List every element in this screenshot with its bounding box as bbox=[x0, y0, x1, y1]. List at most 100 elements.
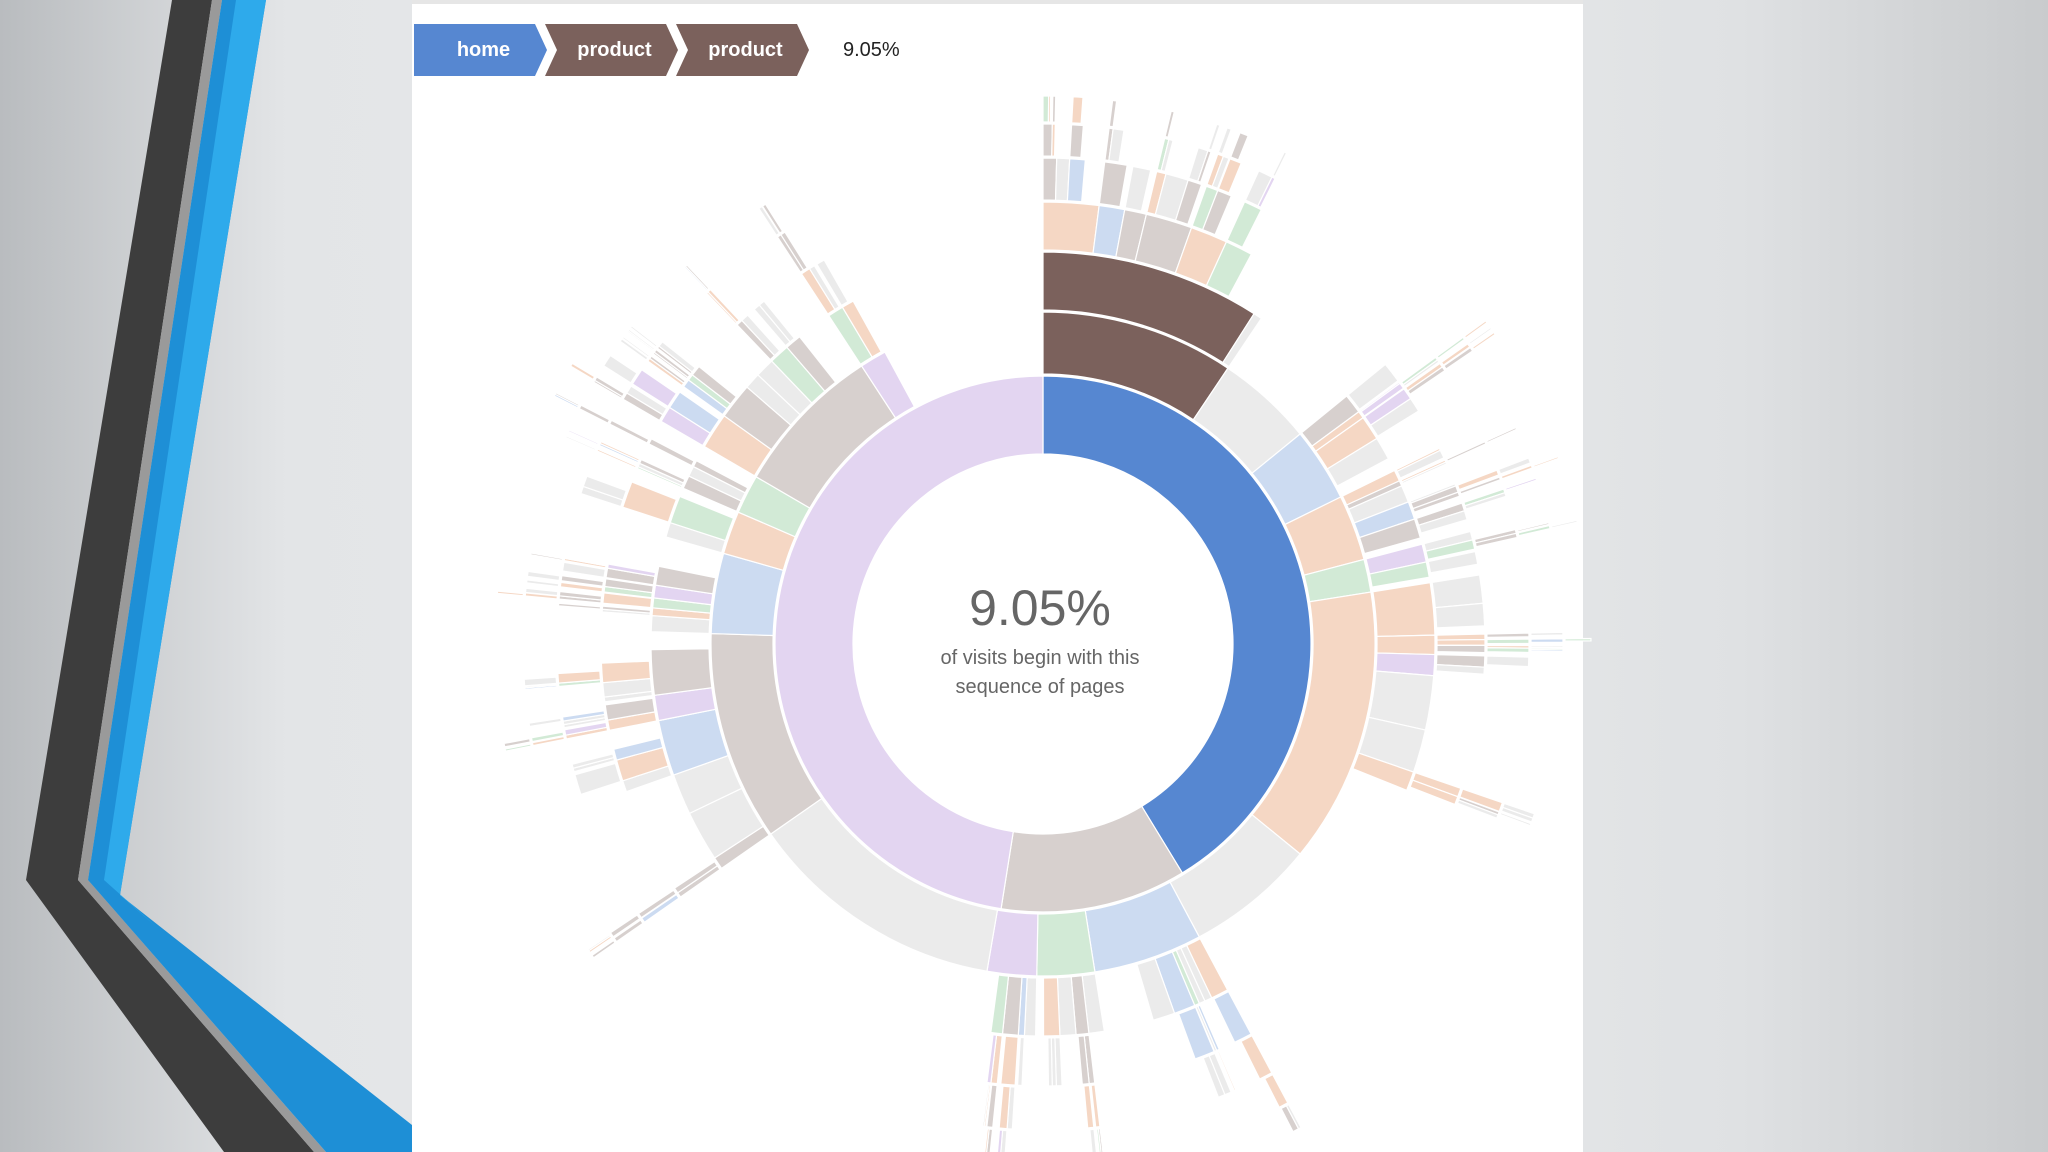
sunburst-arc-depth-4-d2-4-0-1[interactable] bbox=[1425, 539, 1476, 561]
sunburst-arc-depth-6-d2-7-0-0-0-0[interactable] bbox=[1263, 1073, 1289, 1109]
sunburst-arc-depth-4-d2-12-2-0[interactable] bbox=[602, 592, 653, 609]
sunburst-arc-depth-3-d2-12-4[interactable] bbox=[654, 565, 717, 595]
breadcrumb-item-product-1[interactable]: product bbox=[545, 24, 678, 76]
sunburst-arc-depth-6-d2-3-4-0-0-1[interactable] bbox=[1505, 479, 1538, 493]
sunburst-arc-depth-6-d2-11-0-1-0-0[interactable] bbox=[609, 914, 641, 938]
sunburst-arc-depth-5-d2-11-3-1-0[interactable] bbox=[574, 762, 622, 796]
sunburst-arc-depth-5-d2-8-1-0-0[interactable] bbox=[1090, 1084, 1101, 1128]
sunburst-arc-depth-4-d2-9-2-0[interactable] bbox=[1000, 1035, 1019, 1086]
sunburst-arc-depth-3-d2-3-4[interactable] bbox=[1358, 518, 1422, 555]
sunburst-arc-depth-6-d2-5-1-2-1-1[interactable] bbox=[1530, 648, 1564, 653]
sunburst-arc-depth-5-d2-8-1-1-0[interactable] bbox=[1083, 1084, 1095, 1129]
sunburst-arc-depth-4-d2-12-1-1[interactable] bbox=[601, 605, 652, 614]
sunburst-arc-depth-6-d2-15-4-0-1-1[interactable] bbox=[684, 264, 710, 291]
sunburst-arc-depth-6-sel-3-2-1[interactable] bbox=[1197, 150, 1212, 183]
sunburst-arc-depth-5-d2-7-4-0-1[interactable] bbox=[1202, 1054, 1226, 1099]
sunburst-arc-depth-5-d2-12-4-0-0[interactable] bbox=[561, 561, 607, 579]
sunburst-arc-depth-5-sel-5-0[interactable] bbox=[1226, 201, 1263, 249]
sunburst-arc-depth-7-d2-3-3-2-0-0-1[interactable] bbox=[1532, 455, 1560, 468]
sunburst-arc-depth-5-sel-2-0[interactable] bbox=[1124, 165, 1152, 212]
sunburst-arc-depth-7-sel-5-0-1-0[interactable] bbox=[1272, 151, 1288, 178]
sunburst-arc-depth-6-sel-5-0-1[interactable] bbox=[1257, 176, 1276, 209]
sunburst-arc-depth-7-d2-2-1-1-0-0-0[interactable] bbox=[1463, 319, 1488, 339]
sunburst-arc-depth-6-sel-1-0-1[interactable] bbox=[1108, 128, 1125, 163]
sunburst-arc-depth-4-d2-5-0-0[interactable] bbox=[1431, 574, 1484, 609]
sunburst-arc-depth-3-d2-4-1[interactable] bbox=[1368, 561, 1430, 588]
sunburst-arc-depth-4-d2-11-4-1[interactable] bbox=[604, 697, 656, 721]
breadcrumb-item-product-2[interactable]: product bbox=[676, 24, 809, 76]
sunburst-arc-depth-6-sel-3-0-1[interactable] bbox=[1160, 138, 1174, 173]
sunburst-arc-depth-6-d2-5-1-0-0-0[interactable] bbox=[1530, 631, 1564, 637]
sunburst-arc-depth-6-d2-2-1-1-0-0[interactable] bbox=[1436, 336, 1466, 359]
sunburst-arc-depth-6-d2-11-5-2-1-0[interactable] bbox=[523, 676, 558, 687]
sunburst-arc-depth-5-sel-3-2[interactable] bbox=[1174, 179, 1203, 226]
sunburst-arc-depth-6-d2-15-1-1-1-1[interactable] bbox=[627, 328, 656, 351]
sunburst-arc-depth-3-d2-9-3[interactable] bbox=[990, 974, 1010, 1035]
sunburst-arc-depth-4-d2-4-1-0[interactable] bbox=[1427, 550, 1479, 574]
sunburst-arc-depth-7-sel-4-0-0-0[interactable] bbox=[1217, 127, 1232, 155]
sunburst-arc-depth-4-d2-8-3-2[interactable] bbox=[1047, 1037, 1053, 1087]
sunburst-arc-depth-7-sel-3-2-1-0[interactable] bbox=[1207, 123, 1221, 151]
sunburst-arc-depth-5-d2-7-0-0-0[interactable] bbox=[1240, 1034, 1273, 1080]
sunburst-arc-depth-4-d2-3-3-2[interactable] bbox=[1412, 491, 1461, 513]
sunburst-arc-depth-4-d2-7-0-0[interactable] bbox=[1213, 990, 1252, 1044]
sunburst-arc-depth-1-home-0[interactable] bbox=[1042, 375, 1312, 874]
sunburst-arc-depth-3-d2-15-5[interactable] bbox=[786, 335, 837, 392]
sunburst-arc-depth-6-d2-14-0-0-0-0[interactable] bbox=[564, 435, 597, 451]
sunburst-arc-depth-6-d2-4-0-1-0-1[interactable] bbox=[1516, 521, 1550, 533]
sunburst-arc-depth-3-d2-13-1[interactable] bbox=[669, 495, 735, 542]
sunburst-arc-depth-6-d2-8-1-0-0-1[interactable] bbox=[1096, 1128, 1102, 1152]
sunburst-arc-depth-4-d2-11-3-2[interactable] bbox=[613, 737, 664, 761]
sunburst-arc-depth-5-d2-4-0-1-1[interactable] bbox=[1474, 532, 1518, 548]
sunburst-arc-depth-5-d2-12-4-1-1[interactable] bbox=[563, 556, 607, 567]
sunburst-arc-depth-4-d2-12-3-1[interactable] bbox=[604, 578, 654, 594]
sunburst-arc-depth-3-d2-7-5[interactable] bbox=[1136, 957, 1176, 1021]
sunburst-arc-depth-7-d2-5-1-1-0-0-0[interactable] bbox=[1564, 637, 1592, 642]
sunburst-arc-depth-7-d2-12-2-0-0-0-0[interactable] bbox=[496, 590, 525, 597]
sunburst-arc-depth-6-d2-5-5-1-0-0[interactable] bbox=[1499, 811, 1532, 827]
sunburst-arc-depth-5-d2-11-4-0-1[interactable] bbox=[563, 721, 608, 736]
sunburst-arc-depth-7-d2-2-2-0-0-0-1[interactable] bbox=[1469, 328, 1493, 346]
sunburst-arc-depth-4-d2-5-2-1[interactable] bbox=[1435, 664, 1486, 675]
sunburst-arc-depth-4-d2-5-0-1[interactable] bbox=[1434, 602, 1486, 629]
sunburst-arc-depth-5-sel-1-0[interactable] bbox=[1098, 161, 1128, 208]
sunburst-arc-depth-4-d2-15-1-2[interactable] bbox=[691, 365, 738, 405]
sunburst-arc-depth-5-d2-11-0-1-0[interactable] bbox=[637, 889, 677, 919]
sunburst-arc-depth-6-d2-3-3-1-0-0[interactable] bbox=[1497, 457, 1532, 475]
sunburst-arc-depth-6-d2-12-3-1-0-0[interactable] bbox=[526, 570, 561, 582]
sunburst-arc-depth-6-d2-4-0-1-1-0[interactable] bbox=[1517, 524, 1551, 537]
sunburst-arc-depth-4-sel-5[interactable] bbox=[1205, 241, 1253, 298]
sunburst-arc-depth-5-d2-3-0-0-1[interactable] bbox=[1440, 428, 1481, 450]
sunburst-arc-depth-5-d2-3-1-0-0[interactable] bbox=[1445, 440, 1487, 462]
sunburst-arc-depth-4-d2-9-3-1[interactable] bbox=[986, 1034, 998, 1084]
sunburst-arc-depth-7-d2-2-2-0-1-0-1[interactable] bbox=[1471, 331, 1497, 350]
sunburst-arc-depth-5-d2-2-2-0-1[interactable] bbox=[1406, 366, 1446, 396]
sunburst-arc-depth-6-d2-5-1-2-0-0[interactable] bbox=[1530, 644, 1564, 648]
sunburst-arc-depth-6-sel-0-0-0[interactable] bbox=[1042, 123, 1053, 157]
sunburst-arc-depth-7-sel-0-0-0-0[interactable] bbox=[1042, 95, 1050, 123]
sunburst-arc-depth-5-d2-16-0-0-1[interactable] bbox=[780, 231, 809, 271]
sunburst-arc-depth-4-d2-9-1-0[interactable] bbox=[1016, 1036, 1025, 1087]
sunburst-arc-depth-6-sel-0-0-1[interactable] bbox=[1051, 123, 1056, 157]
sunburst-arc-depth-6-d2-12-3-0-0-0[interactable] bbox=[525, 579, 560, 588]
sunburst-arc-depth-7-d2-11-0-0-0-0-0[interactable] bbox=[591, 939, 616, 959]
sunburst-arc-depth-6-d2-12-1-1-0-0[interactable] bbox=[523, 601, 558, 607]
sunburst-arc-depth-3-d2-5-0[interactable] bbox=[1372, 581, 1436, 638]
sunburst-arc-depth-6-d2-5-1-1-0-0[interactable] bbox=[1530, 638, 1564, 643]
sunburst-arc-depth-6-d2-11-4-0-0-0[interactable] bbox=[531, 735, 566, 747]
sunburst-arc-depth-4-sel-0[interactable] bbox=[1042, 201, 1100, 254]
sunburst-arc-depth-6-d2-9-3-0-0-1[interactable] bbox=[984, 1128, 990, 1152]
sunburst-arc-depth-6-d2-16-0-0-1-0[interactable] bbox=[761, 203, 784, 234]
sunburst-arc-depth-5-sel-0-0[interactable] bbox=[1042, 157, 1058, 201]
sunburst-arc-depth-6-d2-5-5-0-0-1[interactable] bbox=[1500, 806, 1534, 823]
sunburst-arc-depth-5-d2-11-0-0-0[interactable] bbox=[640, 893, 680, 924]
sunburst-arc-depth-7-sel-0-0-0-1[interactable] bbox=[1047, 95, 1052, 123]
sunburst-arc-depth-6-d2-2-2-0-0-0[interactable] bbox=[1440, 343, 1471, 366]
sunburst-arc-depth-1-other-2[interactable] bbox=[774, 375, 1044, 910]
sunburst-arc-depth-6-d2-15-1-0-1-1[interactable] bbox=[621, 335, 651, 358]
sunburst-arc-depth-5-d2-3-3-2-0[interactable] bbox=[1459, 476, 1502, 495]
sunburst-arc-depth-5-d2-15-0-0-1[interactable] bbox=[626, 385, 668, 416]
sunburst-arc-depth-4-d2-2-2-1[interactable] bbox=[1369, 397, 1420, 438]
sunburst-arc-depth-4-d2-16-1-0[interactable] bbox=[816, 259, 849, 307]
sunburst-arc-depth-7-d2-14-2-0-0-0-1[interactable] bbox=[554, 392, 580, 407]
